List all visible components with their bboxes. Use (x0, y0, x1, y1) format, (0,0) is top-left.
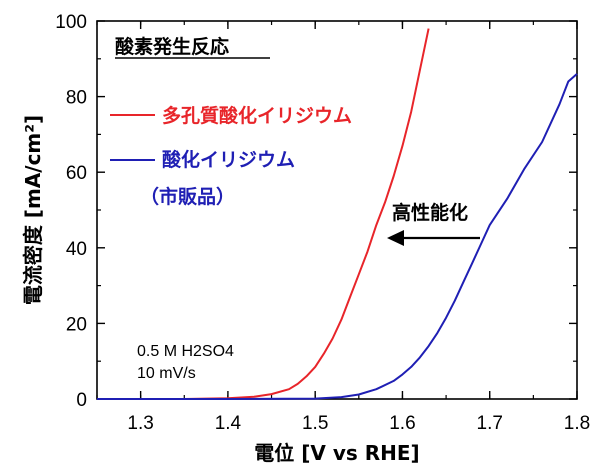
electrolyte-label: 0.5 M H2SO4 (137, 343, 234, 360)
improvement-label: 高性能化 (392, 201, 468, 224)
improvement-arrow-head (387, 230, 404, 246)
series-line-0 (97, 28, 430, 400)
x-axis-title: 電位 [V vs RHE] (254, 441, 419, 465)
x-tick-label: 1.7 (477, 413, 503, 434)
y-tick-label: 0 (76, 390, 87, 411)
legend-label-commercial: 酸化イリジウム (162, 148, 295, 171)
tick-labels: 1.3 1.4 1.5 1.6 1.7 1.8 0 20 40 60 80 100 (55, 12, 590, 434)
y-tick-label: 20 (66, 314, 87, 335)
scan-rate-label: 10 mV/s (137, 365, 196, 382)
x-tick-label: 1.3 (127, 413, 153, 434)
series-lines (97, 28, 578, 400)
y-axis-title: 電流密度 [mA/cm²] (21, 115, 45, 305)
y-tick-label: 100 (55, 12, 87, 33)
x-tick-label: 1.8 (564, 413, 590, 434)
series-line-1 (97, 73, 578, 400)
y-tick-label: 60 (66, 163, 87, 184)
x-tick-label: 1.5 (302, 413, 328, 434)
legend-label-commercial-sub: （市販品） (140, 185, 235, 208)
reaction-title: 酸素発生反応 (115, 35, 229, 58)
x-tick-label: 1.6 (389, 413, 415, 434)
legend-label-porous: 多孔質酸化イリジウム (162, 104, 352, 127)
y-tick-label: 40 (66, 239, 87, 260)
y-tick-label: 80 (66, 88, 87, 109)
x-tick-label: 1.4 (215, 413, 242, 434)
